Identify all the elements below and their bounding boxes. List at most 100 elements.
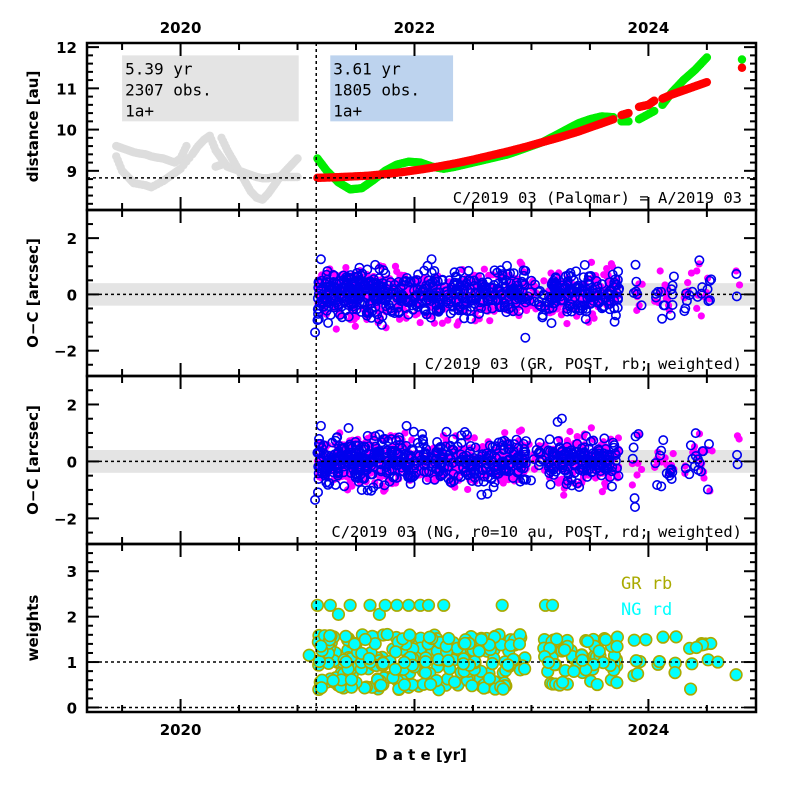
ra-point [540, 277, 548, 285]
y-tick-label: 2 [67, 230, 77, 248]
weight-point [557, 643, 572, 657]
dec-point [343, 423, 354, 434]
weight-point [323, 629, 337, 643]
dec-point [421, 444, 432, 455]
dec-point [574, 481, 585, 492]
dec-point [343, 311, 354, 322]
ra-point [517, 426, 526, 434]
panel-annotation: C/2019 03 (NG, r0=10 au, POST, rd; weigh… [331, 523, 742, 541]
dec-point [633, 428, 644, 439]
weight-point [482, 671, 497, 686]
dec-point [451, 285, 462, 296]
weight-point [629, 654, 643, 668]
dec-point [556, 446, 567, 457]
dec-point [336, 443, 347, 454]
dec-point [323, 317, 334, 328]
ra-point [501, 429, 509, 437]
dec-point [329, 282, 340, 293]
dec-point [332, 470, 343, 481]
dec-point [380, 286, 391, 297]
weight-point [323, 598, 337, 612]
dec-point [404, 296, 415, 307]
ra-point [601, 479, 609, 487]
dec-point [456, 437, 467, 448]
dec-point [448, 476, 459, 487]
dec-point [610, 310, 621, 321]
dec-point [629, 493, 640, 504]
weight-point [331, 607, 346, 621]
dec-point [690, 428, 701, 439]
ra-point [607, 260, 615, 268]
data-point [737, 55, 747, 64]
dec-point [420, 448, 431, 459]
dec-point [431, 446, 442, 457]
dec-point [702, 484, 713, 495]
ra-point [661, 281, 669, 289]
dec-point [630, 431, 641, 442]
dec-point [704, 295, 715, 306]
dec-point [476, 451, 487, 462]
weight-point [610, 639, 624, 654]
data-point [650, 96, 659, 105]
dec-point [324, 478, 335, 489]
dec-point [476, 489, 487, 500]
dec-residuals [310, 413, 743, 512]
weight-point [339, 629, 353, 643]
weight-point [501, 658, 515, 672]
dec-point [525, 475, 536, 486]
ra-point [732, 267, 740, 275]
weight-point [344, 673, 359, 687]
weight-point [389, 645, 403, 659]
dec-point [521, 436, 532, 447]
dec-point [652, 479, 663, 490]
dec-point [534, 446, 545, 457]
weight-point [437, 598, 451, 612]
dec-point [382, 305, 393, 316]
weight-point [575, 653, 589, 667]
dec-point [504, 439, 515, 450]
dec-point [321, 305, 332, 316]
dec-point [604, 304, 615, 315]
dec-point [362, 264, 373, 275]
dec-point [426, 461, 437, 472]
info-box-line: 1a+ [333, 101, 362, 120]
dec-point [513, 306, 524, 317]
x-tick-label: 2020 [160, 721, 202, 739]
dec-point [512, 288, 523, 299]
ra-point [470, 434, 478, 442]
dec-point [500, 463, 511, 474]
x-tick-label-top: 2024 [628, 19, 670, 37]
dec-point [310, 327, 321, 338]
dec-point [628, 287, 639, 298]
weight-point [442, 631, 456, 646]
dec-point [341, 272, 352, 283]
weight-point [374, 678, 388, 692]
dec-point [584, 271, 595, 282]
dec-point [565, 299, 576, 310]
dec-point [333, 299, 344, 310]
dec-point [329, 449, 340, 460]
dec-point [447, 434, 458, 445]
dec-point [315, 420, 326, 431]
dec-point [429, 265, 440, 276]
weight-point [376, 656, 390, 670]
ra-point [573, 433, 581, 441]
dec-point [438, 468, 449, 479]
dec-point [322, 266, 333, 277]
dec-point [630, 259, 641, 270]
dec-point [361, 307, 372, 318]
dec-point [365, 276, 376, 287]
weight-point [545, 598, 560, 612]
dec-point [362, 485, 373, 496]
ra-point [633, 471, 641, 479]
ra-point [603, 264, 611, 273]
weight-point [685, 657, 699, 671]
dec-point [475, 297, 486, 308]
data-point [624, 108, 633, 118]
dec-point [435, 304, 446, 315]
dec-point [417, 291, 428, 302]
dec-point [564, 284, 575, 295]
ra-point [735, 281, 744, 289]
dec-point [544, 297, 555, 308]
